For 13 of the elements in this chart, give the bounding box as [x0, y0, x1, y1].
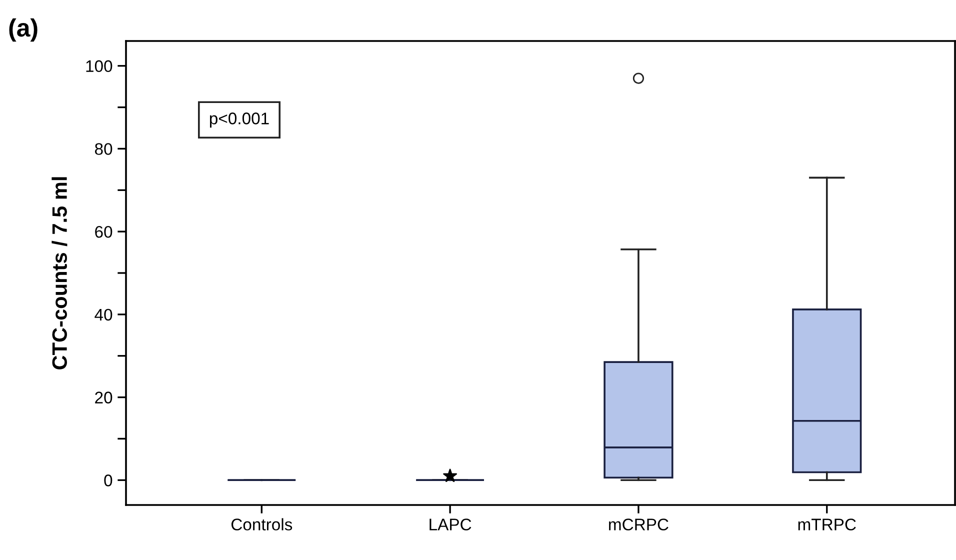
y-tick-label: 100 [86, 60, 112, 72]
y-tick-label: 40 [94, 308, 112, 321]
x-tick-label: Controls [231, 518, 292, 530]
x-tick-label: mCRPC [609, 518, 668, 530]
y-tick-label: 80 [94, 143, 112, 155]
y-tick-label: 60 [95, 226, 112, 238]
y-tick-label: 20 [95, 392, 112, 404]
y-tick-label: 0 [104, 474, 112, 486]
x-tick-label: LAPC [430, 518, 472, 530]
y-axis-title: CTC-counts / 7.5 ml [52, 177, 68, 370]
x-tick-label: mTRPC [798, 518, 856, 530]
annotation: p<0.001 [210, 112, 269, 128]
chart-title: (a) [9, 18, 38, 42]
